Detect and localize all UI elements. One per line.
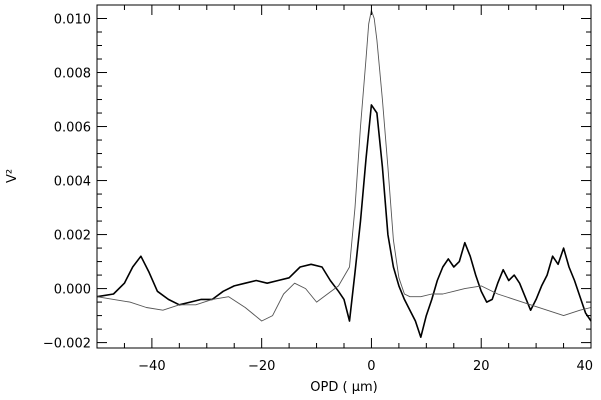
x-tick-label: −40 [138,359,165,374]
y-tick-label: 0.000 [54,283,91,298]
y-axis-label: V² [5,169,20,183]
y-tick-label: 0.008 [54,67,91,82]
plot-frame [96,4,592,349]
x-tick-label: 40 [576,359,593,374]
series-line-1 [96,104,592,339]
x-axis-label: OPD ( μm) [310,380,377,395]
y-tick-label: −0.002 [43,337,91,352]
y-tick-label: 0.006 [54,121,91,136]
series-line-2 [96,9,592,322]
x-tick-label: −20 [248,359,275,374]
y-tick-label: 0.004 [54,175,91,190]
plot-lines [96,9,592,339]
x-tick-label: 0 [367,359,375,374]
tick-labels: −40 −20 0 20 40 −0.002 0.000 0.002 0.004 0.006 0.0… [43,13,593,374]
y-tick-label: 0.002 [54,229,91,244]
ticks [96,4,592,348]
x-tick-label: 20 [473,359,490,374]
y-tick-label: 0.010 [54,13,91,28]
